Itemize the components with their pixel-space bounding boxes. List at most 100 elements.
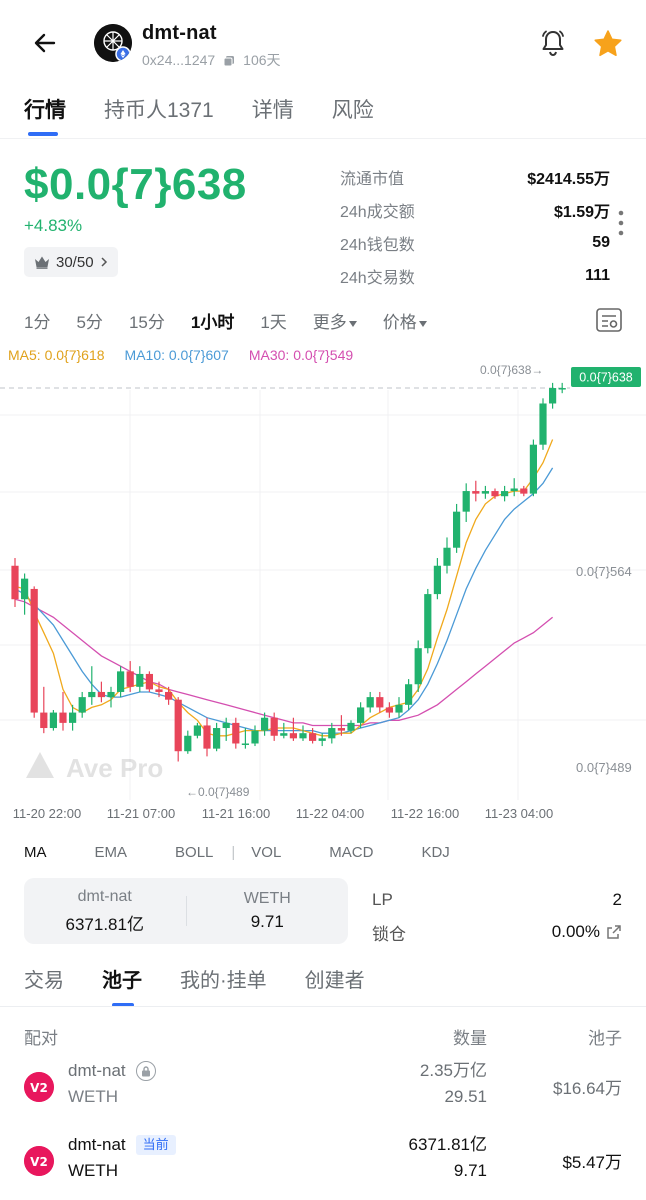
crown-icon [35, 256, 49, 269]
candle-body [376, 697, 384, 708]
rank-value: 30/50 [56, 253, 94, 271]
back-arrow-icon[interactable] [30, 28, 60, 58]
tf-15m[interactable]: 15分 [128, 313, 165, 332]
x-tick-label: 11-22 04:00 [296, 806, 364, 821]
ma-legend: MA5: 0.0{7}618 MA10: 0.0{7}607 MA30: 0.0… [8, 347, 353, 363]
candle-body [78, 697, 86, 713]
tf-1d[interactable]: 1天 [260, 313, 287, 332]
lp-count-row: LP 2 [372, 890, 622, 909]
subtab-pools[interactable]: 池子 [102, 964, 142, 1007]
candle-body [405, 684, 413, 705]
indicator-ema[interactable]: EMA [94, 844, 128, 861]
candle-body [366, 697, 374, 708]
candle-body [69, 712, 77, 723]
pair-token-label: dmt-nat [77, 887, 132, 905]
tab-details[interactable]: 详情 [251, 99, 294, 122]
ma30-label: MA30: 0.0{7}549 [248, 347, 354, 363]
caret-down-icon [348, 320, 357, 327]
candle-body [501, 491, 509, 497]
candle-body [462, 491, 470, 512]
timeframe-selector: 1分 5分 15分 1小时 1天 更多 价格 [24, 308, 453, 333]
indicator-boll[interactable]: BOLL [175, 844, 214, 861]
stat-24h-trades: 24h交易数 111 [340, 266, 610, 287]
pair-base-col: WETH 9.71 [187, 878, 349, 944]
candle-body [136, 673, 144, 687]
token-age: 106天 [243, 52, 281, 68]
lock-row: 锁仓 0.00% [372, 916, 622, 948]
watermark-logo-icon [26, 752, 54, 778]
ma10-label: MA10: 0.0{7}607 [124, 347, 229, 363]
token-avatar [94, 24, 132, 62]
copy-icon[interactable] [223, 54, 235, 67]
lock-icon [135, 1061, 156, 1081]
candle-body [165, 691, 173, 700]
pool-table-header: 配对 数量 池子 [24, 1024, 622, 1048]
tf-1m[interactable]: 1分 [24, 313, 51, 332]
rank-badge[interactable]: 30/50 [24, 247, 118, 277]
tf-5m[interactable]: 5分 [76, 313, 103, 332]
lp-info: LP 2 锁仓 0.00% [372, 884, 622, 948]
bell-icon[interactable] [538, 28, 568, 58]
pool-base-name: WETH [68, 1087, 119, 1106]
candle-body [232, 722, 240, 744]
candle-body [280, 733, 288, 736]
pool-pair-names: dmt-nat WETH [68, 1058, 156, 1110]
subtab-trades[interactable]: 交易 [24, 970, 64, 992]
ma5-label: MA5: 0.0{7}618 [8, 347, 105, 363]
favorite-star-icon[interactable] [592, 28, 624, 60]
candle-body [222, 722, 230, 729]
price-mode-dropdown[interactable]: 价格 [383, 308, 427, 333]
external-link-icon[interactable] [606, 924, 622, 940]
ma5-line [14, 439, 554, 737]
token-address[interactable]: 0x24...1247 [142, 52, 216, 68]
subtab-my-orders[interactable]: 我的·挂单 [180, 970, 267, 992]
indicator-ma[interactable]: MA [24, 844, 47, 861]
svg-text:V2: V2 [30, 1081, 48, 1095]
candle-body [510, 488, 518, 492]
tf-more-dropdown[interactable]: 更多 [313, 308, 357, 333]
candle-body [289, 733, 297, 739]
tab-market[interactable]: 行情 [24, 94, 66, 136]
chart-settings-icon[interactable] [596, 308, 622, 332]
pair-base-label: WETH [243, 890, 291, 907]
candle-body [49, 712, 57, 729]
sub-tabs: 交易 池子 我的·挂单 创建者 [24, 964, 365, 1007]
header-qty: 数量 [453, 1029, 487, 1048]
pool-row[interactable]: V2 dmt-nat 当前 WETH 6371.81亿 9.71 $5.47万 [24, 1132, 622, 1192]
pool-qty-base: 29.51 [444, 1087, 487, 1106]
candle-body [443, 547, 451, 566]
stat-24h-wallets: 24h钱包数 59 [340, 233, 610, 254]
indicator-macd[interactable]: MACD [329, 844, 374, 861]
tf-1h[interactable]: 1小时 [190, 313, 235, 332]
x-tick-label: 11-22 16:00 [391, 806, 459, 821]
candle-body [107, 691, 115, 698]
candle-body [145, 673, 153, 690]
ma10-line [14, 467, 554, 734]
svg-text:V2: V2 [30, 1155, 48, 1169]
tab-risk[interactable]: 风险 [331, 99, 374, 122]
pool-qty: 2.35万亿 29.51 [420, 1058, 487, 1110]
subtab-creator[interactable]: 创建者 [304, 970, 365, 992]
pool-token-avatar: V2 [24, 1072, 54, 1102]
pool-qty-token: 2.35万亿 [419, 1061, 487, 1080]
current-price-tag-text: 0.0{7}638 [579, 371, 633, 385]
price-chart[interactable]: Ave Pro 0.0{7}564 0.0{7}489 0.0{7}638→ ←0.0{… [0, 360, 646, 830]
lock-percent: 0.00% [551, 922, 600, 941]
indicator-vol[interactable]: VOL [251, 844, 282, 861]
market-stats: 流通市值 $2414.55万 24h成交额 $1.59万 24h钱包数 59 24h交… [340, 160, 610, 292]
candle-body [395, 704, 403, 713]
candle-body [40, 712, 48, 729]
candle-body [549, 388, 557, 404]
pool-qty-token: 6371.81亿 [408, 1135, 487, 1154]
more-vertical-icon[interactable] [617, 208, 625, 238]
pool-pair-names: dmt-nat 当前 WETH [68, 1132, 176, 1184]
pool-base-name: WETH [68, 1161, 119, 1180]
main-tabs: 行情 持币人1371 详情 风险 [24, 94, 374, 136]
tab-holders[interactable]: 持币人1371 [104, 99, 214, 122]
indicator-kdj[interactable]: KDJ [421, 844, 450, 861]
pool-row[interactable]: V2 dmt-nat WETH 2.35万亿 29.51 $16.64万 [24, 1058, 622, 1118]
candle-body [117, 671, 125, 692]
y-tick-label: 0.0{7}564 [576, 564, 632, 579]
token-name: dmt-nat [142, 22, 217, 44]
pair-divider [185, 896, 187, 926]
